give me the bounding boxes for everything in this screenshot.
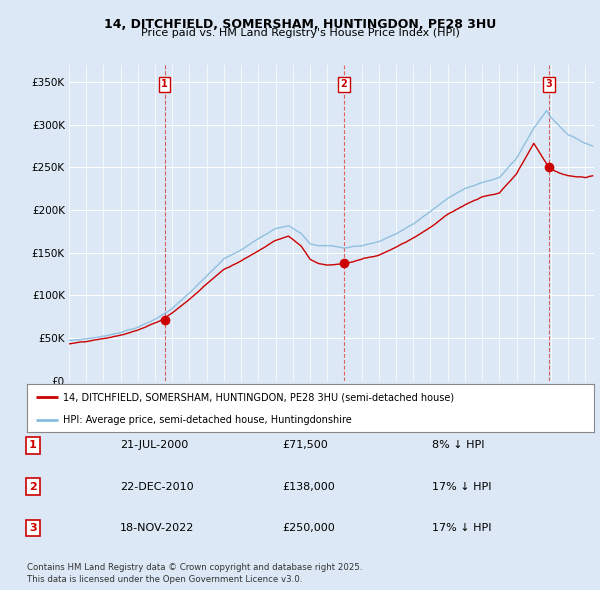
Text: 17% ↓ HPI: 17% ↓ HPI <box>432 523 491 533</box>
Text: 3: 3 <box>29 523 37 533</box>
Text: 3: 3 <box>545 79 552 89</box>
Text: 1: 1 <box>29 441 37 450</box>
Text: 18-NOV-2022: 18-NOV-2022 <box>120 523 194 533</box>
Text: HPI: Average price, semi-detached house, Huntingdonshire: HPI: Average price, semi-detached house,… <box>63 415 352 425</box>
Text: 22-DEC-2010: 22-DEC-2010 <box>120 482 194 491</box>
Text: 14, DITCHFIELD, SOMERSHAM, HUNTINGDON, PE28 3HU: 14, DITCHFIELD, SOMERSHAM, HUNTINGDON, P… <box>104 18 496 31</box>
Text: 17% ↓ HPI: 17% ↓ HPI <box>432 482 491 491</box>
Text: Price paid vs. HM Land Registry's House Price Index (HPI): Price paid vs. HM Land Registry's House … <box>140 28 460 38</box>
Text: Contains HM Land Registry data © Crown copyright and database right 2025.
This d: Contains HM Land Registry data © Crown c… <box>27 563 362 584</box>
Text: 21-JUL-2000: 21-JUL-2000 <box>120 441 188 450</box>
Text: £250,000: £250,000 <box>282 523 335 533</box>
Text: 1: 1 <box>161 79 168 89</box>
Text: 2: 2 <box>29 482 37 491</box>
Text: 14, DITCHFIELD, SOMERSHAM, HUNTINGDON, PE28 3HU (semi-detached house): 14, DITCHFIELD, SOMERSHAM, HUNTINGDON, P… <box>63 392 454 402</box>
Text: 2: 2 <box>341 79 347 89</box>
Text: £71,500: £71,500 <box>282 441 328 450</box>
Text: 8% ↓ HPI: 8% ↓ HPI <box>432 441 485 450</box>
Text: £138,000: £138,000 <box>282 482 335 491</box>
